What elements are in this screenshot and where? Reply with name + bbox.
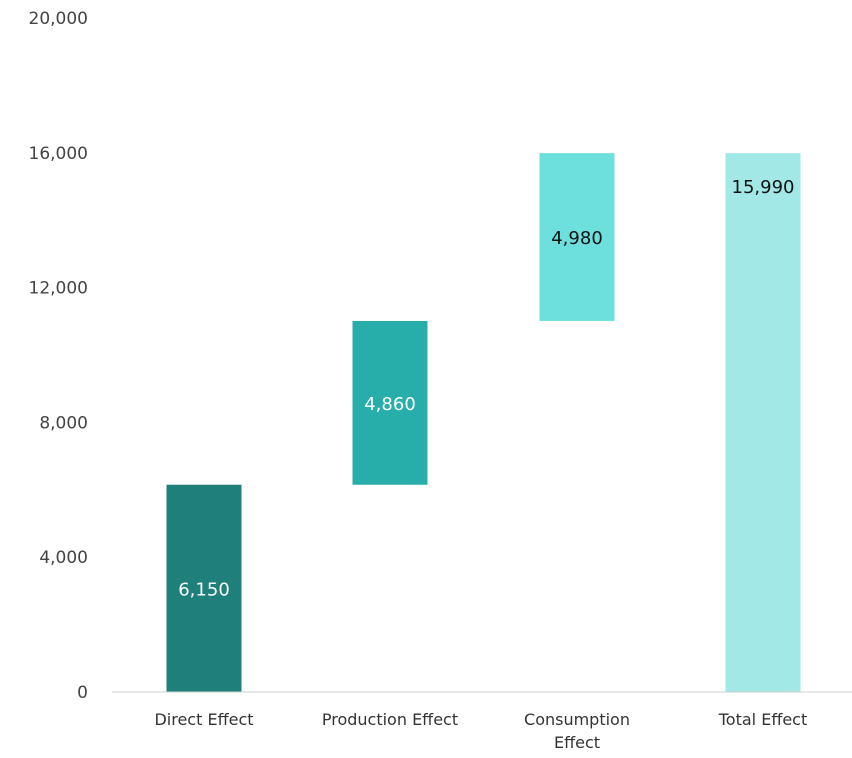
bar-value-label: 4,980 bbox=[551, 228, 603, 249]
bar-value-label: 6,150 bbox=[178, 579, 230, 600]
y-tick-label: 4,000 bbox=[39, 548, 88, 568]
x-category-label: Effect bbox=[554, 733, 600, 752]
y-tick-label: 16,000 bbox=[29, 144, 88, 164]
y-axis: 0 4,000 8,000 12,000 16,000 20,000 bbox=[29, 9, 88, 703]
x-category-label: Consumption bbox=[524, 710, 630, 729]
bar bbox=[539, 153, 615, 321]
bar bbox=[166, 484, 242, 692]
y-tick-label: 12,000 bbox=[29, 279, 88, 299]
y-tick-label: 8,000 bbox=[39, 413, 88, 433]
x-axis-categories: Direct Effect Production Effect Consumptio… bbox=[154, 710, 807, 752]
bar bbox=[352, 320, 428, 485]
x-category-label: Production Effect bbox=[322, 710, 458, 729]
x-category-label: Direct Effect bbox=[154, 710, 253, 729]
bar bbox=[725, 153, 801, 693]
y-tick-label: 0 bbox=[77, 683, 88, 703]
bar-value-label: 15,990 bbox=[732, 177, 795, 198]
x-category-label: Total Effect bbox=[718, 710, 808, 729]
bars: 6,150 4,860 4,980 15,990 bbox=[166, 153, 801, 693]
y-tick-label: 20,000 bbox=[29, 9, 88, 29]
bar-value-label: 4,860 bbox=[364, 394, 416, 415]
